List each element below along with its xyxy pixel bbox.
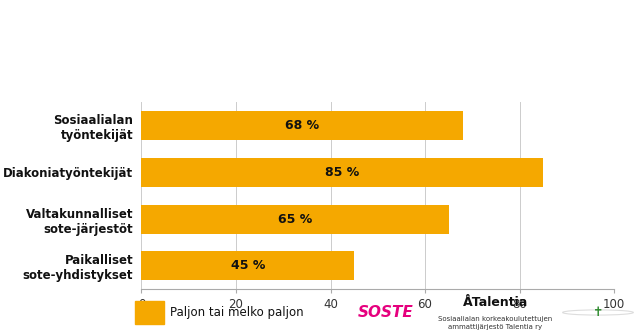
Text: SOSTE: SOSTE	[358, 305, 413, 320]
Text: Sosiaalialan korkeakoulutettujen
ammattijärjestö Talentia ry: Sosiaalialan korkeakoulutettujen ammatti…	[438, 316, 552, 330]
Text: ÅTalentia: ÅTalentia	[462, 296, 528, 309]
Text: 65 %: 65 %	[278, 213, 312, 226]
Text: Järjestöjen, diakoniatyön ja sosiaalipalvelujen kohtaamisissa: Järjestöjen, diakoniatyön ja sosiaalipal…	[70, 27, 573, 42]
Bar	[141, 158, 543, 187]
Text: 68 %: 68 %	[285, 119, 319, 132]
Text: 45 %: 45 %	[231, 259, 265, 272]
Text: näkyy ihmisten toimeentulon heikentyminen: näkyy ihmisten toimeentulon heikentymine…	[136, 63, 507, 78]
Text: 85 %: 85 %	[325, 166, 359, 179]
Bar	[141, 205, 449, 234]
Bar	[141, 251, 354, 281]
Bar	[141, 111, 463, 140]
Text: ✝: ✝	[593, 306, 603, 319]
Bar	[135, 301, 164, 324]
Text: Paljon tai melko paljon: Paljon tai melko paljon	[170, 306, 304, 319]
